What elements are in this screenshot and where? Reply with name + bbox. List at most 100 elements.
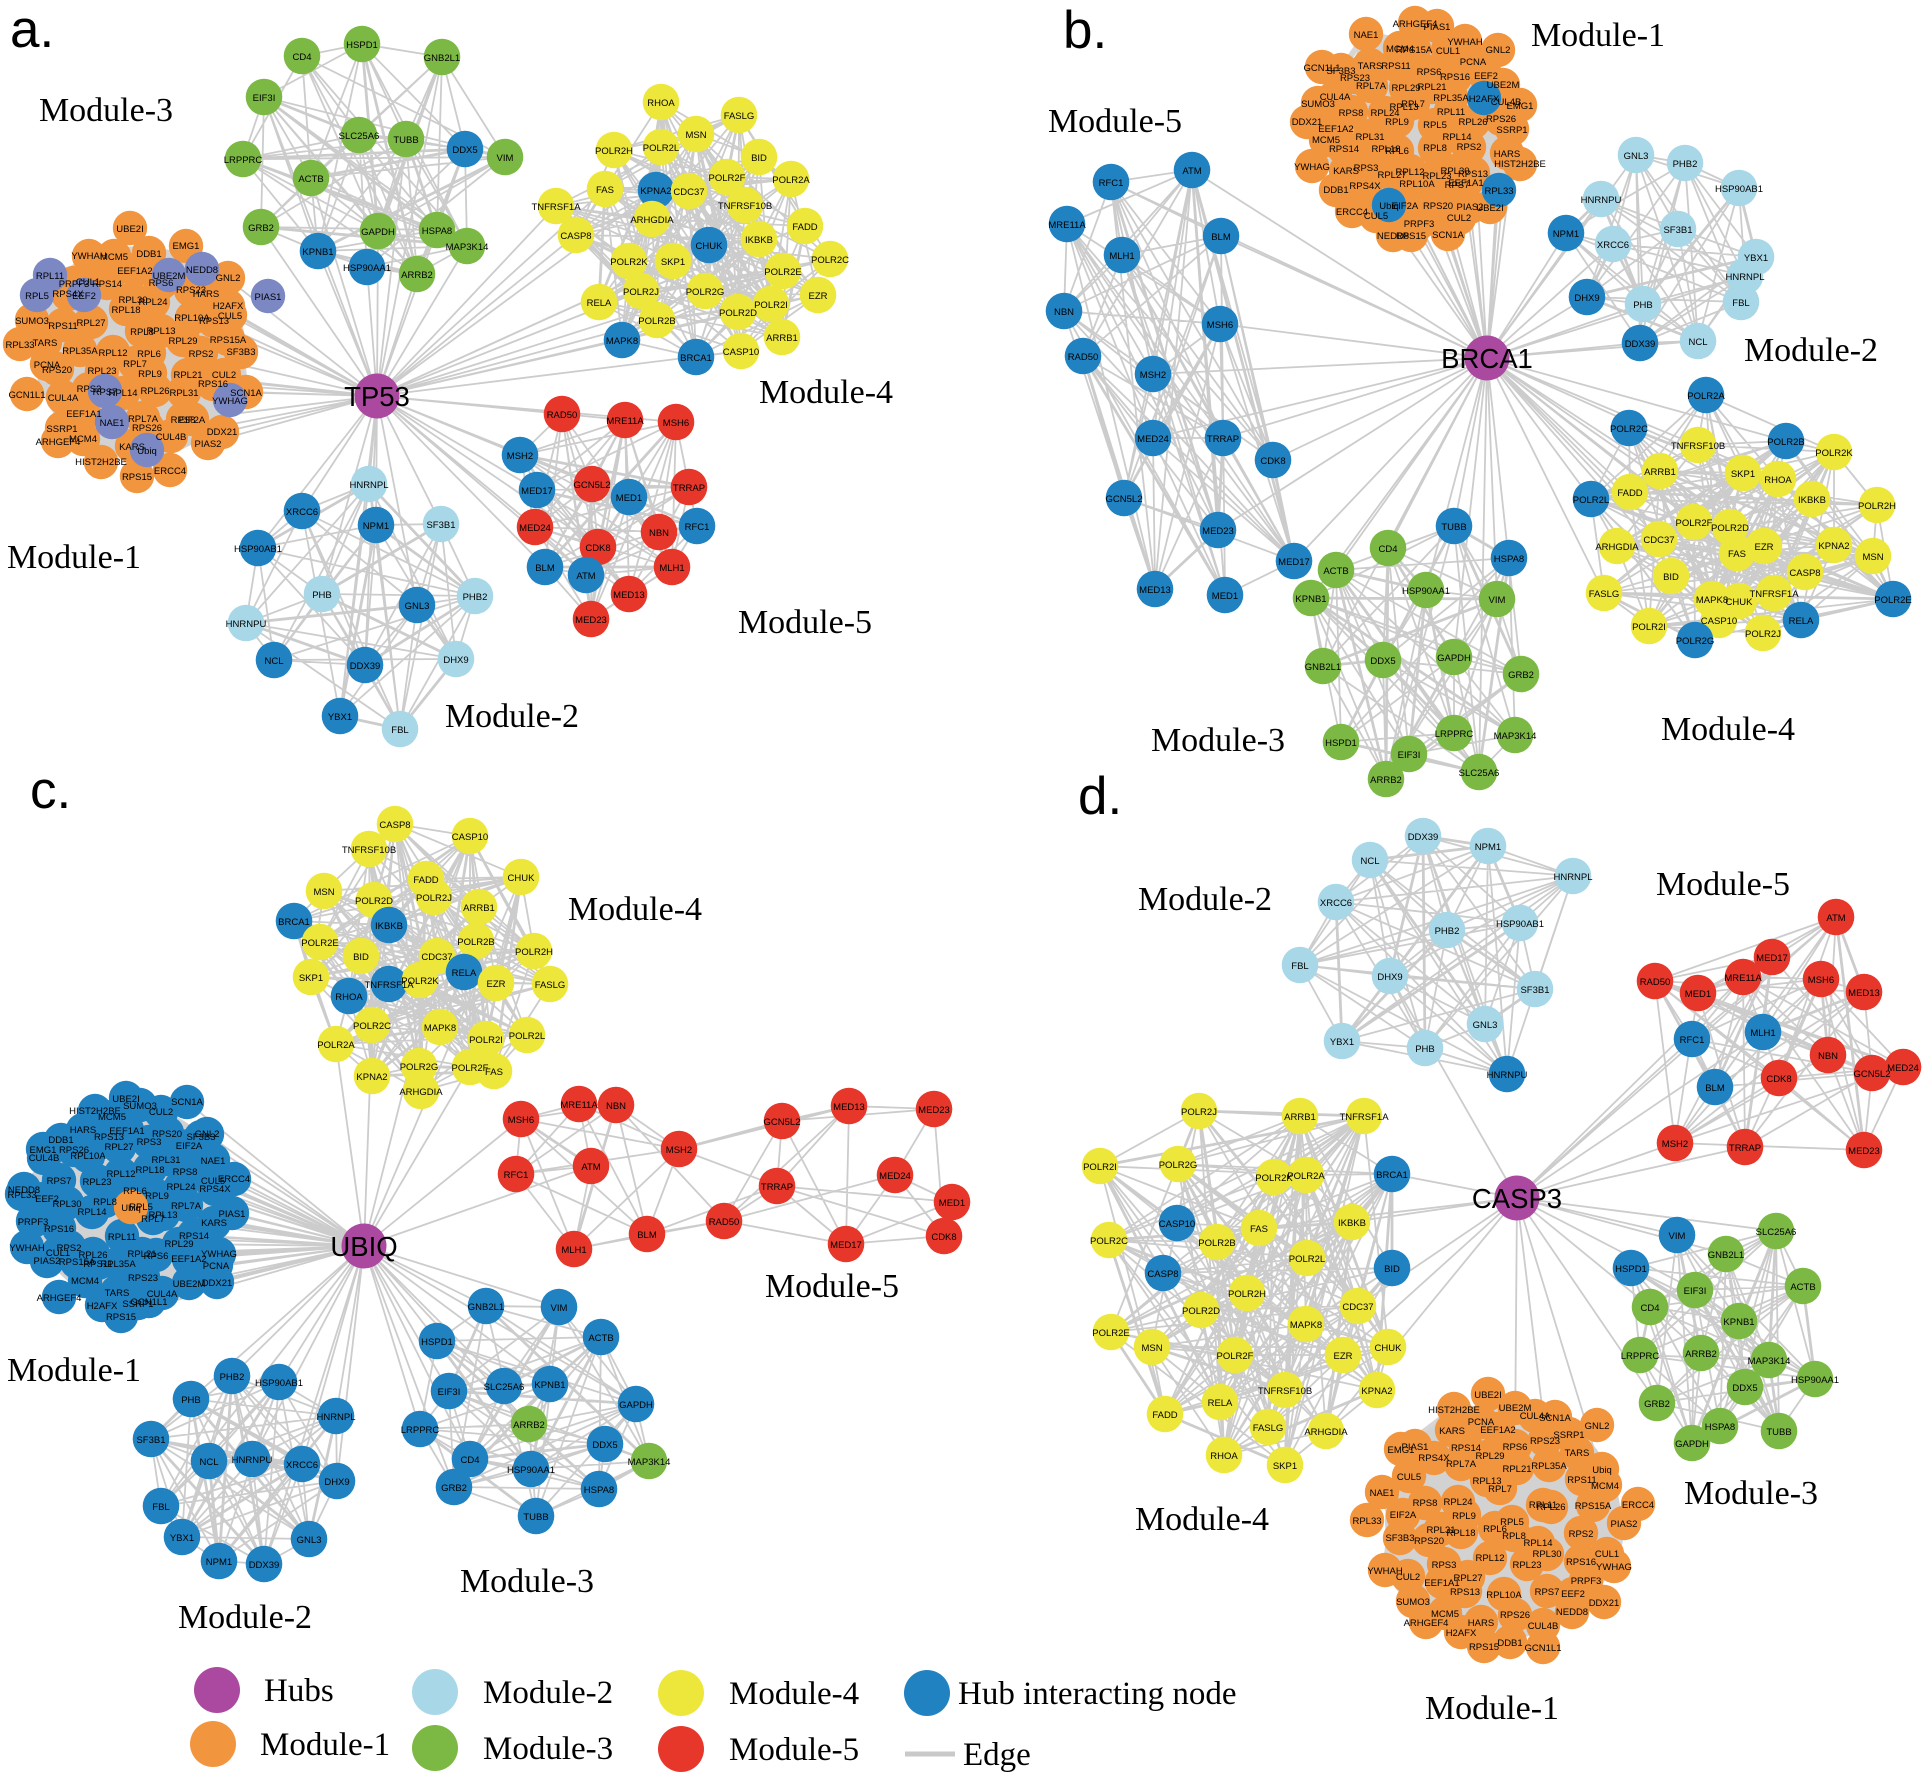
svg-text:RFC1: RFC1 <box>685 522 710 533</box>
svg-text:SLC25A6: SLC25A6 <box>339 131 380 142</box>
svg-text:MSH6: MSH6 <box>663 418 689 429</box>
svg-text:BLM: BLM <box>637 1230 657 1241</box>
svg-text:H2AFX: H2AFX <box>1446 1628 1477 1639</box>
svg-text:RPL9: RPL9 <box>1385 117 1409 128</box>
svg-text:POLR2J: POLR2J <box>623 287 659 298</box>
svg-text:TNFRSF10B: TNFRSF10B <box>718 201 772 212</box>
svg-text:PHB: PHB <box>1633 300 1653 311</box>
svg-text:UBE2M: UBE2M <box>1487 80 1520 91</box>
svg-text:EEF1A2: EEF1A2 <box>1480 1425 1515 1436</box>
svg-text:GAPDH: GAPDH <box>1675 1439 1709 1450</box>
svg-text:MSH6: MSH6 <box>1808 975 1834 986</box>
svg-text:NPM1: NPM1 <box>1475 842 1501 853</box>
svg-text:RPS26: RPS26 <box>132 423 162 434</box>
svg-text:RPS23: RPS23 <box>1340 73 1370 84</box>
svg-text:CUL5: CUL5 <box>218 311 242 322</box>
svg-text:NEDD8: NEDD8 <box>8 1185 40 1196</box>
svg-text:UBE2M: UBE2M <box>153 271 186 282</box>
svg-text:CDK8: CDK8 <box>931 1232 956 1243</box>
svg-text:CUL4B: CUL4B <box>156 432 187 443</box>
svg-text:RPL6: RPL6 <box>137 349 161 360</box>
svg-text:CUL2: CUL2 <box>212 370 236 381</box>
svg-text:RPL7A: RPL7A <box>128 414 159 425</box>
svg-text:RAD50: RAD50 <box>1068 352 1099 363</box>
svg-text:MLH1: MLH1 <box>1109 251 1134 262</box>
svg-text:RPS20: RPS20 <box>1414 1536 1444 1547</box>
svg-text:POLR2F: POLR2F <box>1217 1351 1254 1362</box>
svg-text:MSH6: MSH6 <box>1207 320 1233 331</box>
svg-text:MAPK8: MAPK8 <box>1696 595 1728 606</box>
svg-text:RPS7: RPS7 <box>93 387 118 398</box>
svg-text:CUL2: CUL2 <box>149 1107 173 1118</box>
svg-text:PRPF3: PRPF3 <box>59 279 90 290</box>
svg-text:PIAS2: PIAS2 <box>1611 1519 1638 1530</box>
svg-text:POLR2E: POLR2E <box>764 267 802 278</box>
svg-text:MED13: MED13 <box>613 590 645 601</box>
svg-text:TRRAP: TRRAP <box>1207 434 1239 445</box>
svg-text:RPS8: RPS8 <box>173 1167 198 1178</box>
svg-text:SCN1A: SCN1A <box>1432 230 1464 241</box>
svg-text:MCM4: MCM4 <box>71 1276 99 1287</box>
svg-text:DDX21: DDX21 <box>1589 1598 1620 1609</box>
svg-text:RPS23: RPS23 <box>176 285 206 296</box>
svg-text:RPS23: RPS23 <box>128 1273 158 1284</box>
svg-text:ARHGEF4: ARHGEF4 <box>37 1293 82 1304</box>
svg-text:XRCC6: XRCC6 <box>286 1460 318 1471</box>
svg-text:RPS23: RPS23 <box>1530 1436 1560 1447</box>
svg-text:BLM: BLM <box>1705 1083 1725 1094</box>
svg-text:Ubiq: Ubiq <box>121 1203 141 1214</box>
svg-text:KPNB1: KPNB1 <box>534 1380 565 1391</box>
svg-text:MCM4: MCM4 <box>1591 1481 1619 1492</box>
svg-text:KPNB1: KPNB1 <box>302 247 333 258</box>
svg-text:RAD50: RAD50 <box>1640 977 1671 988</box>
svg-text:KARS: KARS <box>119 442 145 453</box>
svg-text:SCN1A: SCN1A <box>1539 1413 1571 1424</box>
svg-text:POLR2D: POLR2D <box>355 896 393 907</box>
svg-text:a.: a. <box>10 0 54 59</box>
svg-text:SSRP1: SSRP1 <box>122 1299 153 1310</box>
svg-text:RPS7: RPS7 <box>1445 180 1470 191</box>
svg-text:POLR2K: POLR2K <box>401 976 439 987</box>
svg-text:CD4: CD4 <box>292 52 311 63</box>
svg-text:MCM4: MCM4 <box>1386 44 1414 55</box>
svg-text:RPS14: RPS14 <box>1329 144 1359 155</box>
svg-text:YWHAG: YWHAG <box>212 396 248 407</box>
svg-text:PCNA: PCNA <box>1460 57 1487 68</box>
svg-text:H2AFX: H2AFX <box>87 1301 118 1312</box>
svg-text:RPS4X: RPS4X <box>1349 181 1381 192</box>
svg-text:CHUK: CHUK <box>1726 597 1754 608</box>
svg-text:TNFRSF1A: TNFRSF1A <box>1339 1112 1389 1123</box>
svg-text:RPL23: RPL23 <box>82 1177 111 1188</box>
svg-text:H2AFX: H2AFX <box>1469 94 1500 105</box>
svg-text:RPL23: RPL23 <box>1512 1560 1541 1571</box>
svg-text:EEF1A2: EEF1A2 <box>117 266 152 277</box>
svg-text:DDX39: DDX39 <box>249 1560 280 1571</box>
svg-text:RPL7A: RPL7A <box>171 1201 202 1212</box>
svg-text:ARHGDIA: ARHGDIA <box>1304 1427 1348 1438</box>
svg-text:RPS8: RPS8 <box>1339 108 1364 119</box>
svg-text:FBL: FBL <box>1732 298 1749 309</box>
svg-text:BID: BID <box>353 952 369 963</box>
svg-text:Module-3: Module-3 <box>1684 1475 1818 1512</box>
svg-text:GRB2: GRB2 <box>441 1483 467 1494</box>
svg-text:NAE1: NAE1 <box>201 1156 226 1167</box>
svg-text:YWHAH: YWHAH <box>71 251 107 262</box>
svg-text:HIST2H2BE: HIST2H2BE <box>69 1106 121 1117</box>
svg-text:FASLG: FASLG <box>1589 589 1620 600</box>
svg-text:Ubiq: Ubiq <box>1592 1465 1612 1476</box>
svg-text:DDX5: DDX5 <box>452 145 477 156</box>
svg-text:H2AFX: H2AFX <box>213 301 244 312</box>
svg-text:NPM1: NPM1 <box>1553 229 1579 240</box>
svg-text:UBE2M: UBE2M <box>1499 1403 1532 1414</box>
svg-text:POLR2B: POLR2B <box>1198 1238 1236 1249</box>
svg-text:DDX21: DDX21 <box>207 427 238 438</box>
svg-text:HSPD1: HSPD1 <box>1325 738 1357 749</box>
svg-text:NBN: NBN <box>1054 307 1074 318</box>
svg-text:RPL26: RPL26 <box>1458 117 1487 128</box>
svg-text:TNFRSF10B: TNFRSF10B <box>1258 1386 1312 1397</box>
svg-text:SF3B3: SF3B3 <box>186 1132 215 1143</box>
svg-text:RPL11: RPL11 <box>108 1232 136 1243</box>
svg-text:VIM: VIM <box>551 1303 568 1314</box>
svg-text:RPL31: RPL31 <box>1426 1525 1455 1536</box>
svg-text:ARHGEF4: ARHGEF4 <box>1393 19 1438 30</box>
